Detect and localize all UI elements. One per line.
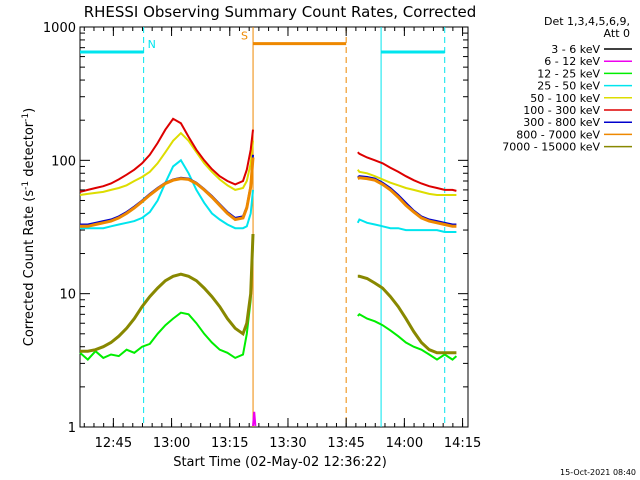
plot-frame [79, 26, 469, 428]
series-line-50-100- [79, 131, 457, 196]
legend-label: 50 - 100 keV [530, 92, 600, 105]
x-tick-label: 13:45 [327, 436, 364, 451]
x-axis: 12:45 13:00 13:15 13:30 13:45 14:00 14:15 [83, 27, 481, 451]
series-line-6-12- [252, 411, 257, 426]
x-tick-label: 12:45 [95, 436, 132, 451]
series-layer [79, 117, 458, 426]
y-tick-label: 100 [51, 154, 76, 169]
series-line-100-300- [79, 117, 457, 193]
x-tick-label: 14:15 [444, 436, 481, 451]
footer-timestamp: 15-Oct-2021 08:40 [560, 468, 636, 477]
y-tick-label: 10 [59, 288, 76, 303]
series-line-300-800- [80, 154, 457, 226]
flag-label-s: S [241, 30, 248, 43]
legend-label: 7000 - 15000 keV [502, 141, 600, 154]
legend-label: 800 - 7000 keV [516, 128, 600, 141]
x-tick-label: 14:00 [386, 436, 423, 451]
legend-label: 100 - 300 keV [523, 104, 600, 117]
flag-label-n: N [148, 38, 156, 51]
y-axis: 1 10 100 1000 [43, 21, 468, 436]
flag-layer: NS [80, 27, 446, 427]
series-line-7000-15000- [80, 233, 457, 355]
x-tick-label: 13:30 [269, 436, 306, 451]
legend-header-line-1: Det 1,3,4,5,6,9, [544, 15, 630, 28]
series-line-12-25- [79, 240, 458, 361]
y-tick-label: 1000 [43, 21, 76, 36]
series-line-800-7000- [80, 157, 457, 228]
legend-label: 25 - 50 keV [537, 80, 600, 93]
legend-label: 12 - 25 keV [537, 67, 600, 80]
y-axis-label: Corrected Count Rate (s-1 detector-1) [21, 108, 37, 346]
x-tick-label: 13:00 [153, 436, 190, 451]
x-tick-label: 13:15 [211, 436, 248, 451]
legend-label: 3 - 6 keV [551, 43, 600, 56]
legend-label: 300 - 800 keV [523, 116, 600, 129]
x-axis-label: Start Time (02-May-02 12:36:22) [173, 455, 387, 470]
series-line-25-50- [80, 158, 457, 233]
legend-label: 6 - 12 keV [544, 55, 600, 68]
legend-header-line-2: Att 0 [604, 27, 630, 40]
chart-title: RHESSI Observing Summary Count Rates, Co… [84, 3, 477, 21]
y-tick-label: 1 [68, 421, 76, 436]
